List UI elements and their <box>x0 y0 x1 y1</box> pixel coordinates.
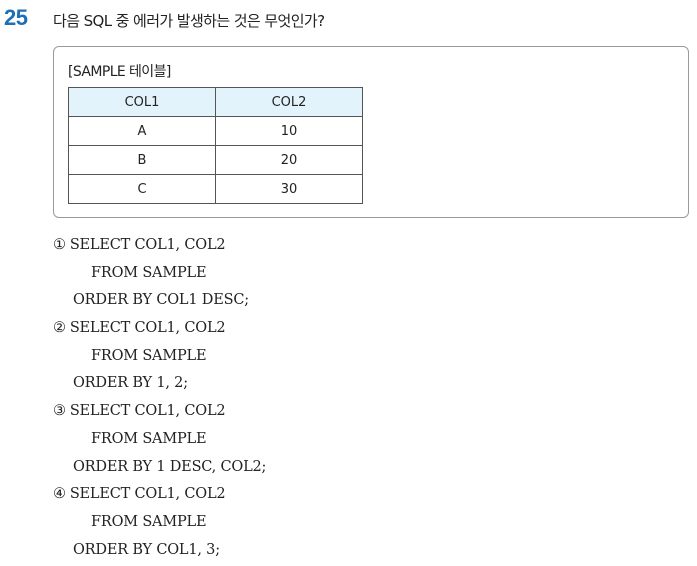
option-4-from-line: FROM SAMPLE <box>91 513 207 530</box>
option-3-from-line: FROM SAMPLE <box>91 430 207 447</box>
table-box: [SAMPLE 테이블] COL1 COL2 A 10 B 20 C 30 <box>53 46 689 218</box>
option-4-select: SELECT COL1, COL2 <box>69 486 226 503</box>
option-1-select-line[interactable]: ① SELECT COL1, COL2 <box>53 234 266 262</box>
option-3-order-line: ORDER BY 1 DESC, COL2; <box>73 458 267 475</box>
header-col2: COL2 <box>215 87 363 117</box>
option-2-select-line[interactable]: ② SELECT COL1, COL2 <box>53 317 266 345</box>
table-header-row: COL1 COL2 <box>68 87 363 117</box>
table-row: C 30 <box>68 174 363 204</box>
table-cell: 30 <box>215 174 363 204</box>
answer-options: ① SELECT COL1, COL2 FROM SAMPLE ORDER BY … <box>53 234 266 566</box>
option-1-order-line: ORDER BY COL1 DESC; <box>73 292 249 309</box>
table-row: A 10 <box>68 116 363 146</box>
table-row: B 20 <box>68 145 363 175</box>
option-4-order-line: ORDER BY COL1, 3; <box>73 541 220 558</box>
table-cell: C <box>68 174 216 204</box>
question-number: 25 <box>4 5 28 30</box>
option-2-from-line: FROM SAMPLE <box>91 347 207 364</box>
option-4-select-line[interactable]: ④ SELECT COL1, COL2 <box>53 483 266 511</box>
option-2-marker: ② <box>53 320 66 337</box>
header-col1: COL1 <box>68 87 216 117</box>
option-1-from-line: FROM SAMPLE <box>91 264 207 281</box>
option-1-select: SELECT COL1, COL2 <box>69 237 226 253</box>
option-3-select: SELECT COL1, COL2 <box>69 403 226 420</box>
option-3-marker: ③ <box>53 403 66 420</box>
option-2-select: SELECT COL1, COL2 <box>69 320 226 337</box>
option-4-marker: ④ <box>53 486 66 503</box>
option-3-select-line[interactable]: ③ SELECT COL1, COL2 <box>53 400 266 428</box>
table-title: [SAMPLE 테이블] <box>68 64 171 80</box>
option-1-marker: ① <box>53 237 66 253</box>
table-cell: A <box>68 116 216 146</box>
table-cell: 10 <box>215 116 363 146</box>
table-cell: B <box>68 145 216 175</box>
question-text: 다음 SQL 중 에러가 발생하는 것은 무엇인가? <box>53 12 325 30</box>
table-cell: 20 <box>215 145 363 175</box>
sample-table: COL1 COL2 A 10 B 20 C 30 <box>68 87 363 204</box>
option-2-order-line: ORDER BY 1, 2; <box>73 375 188 392</box>
